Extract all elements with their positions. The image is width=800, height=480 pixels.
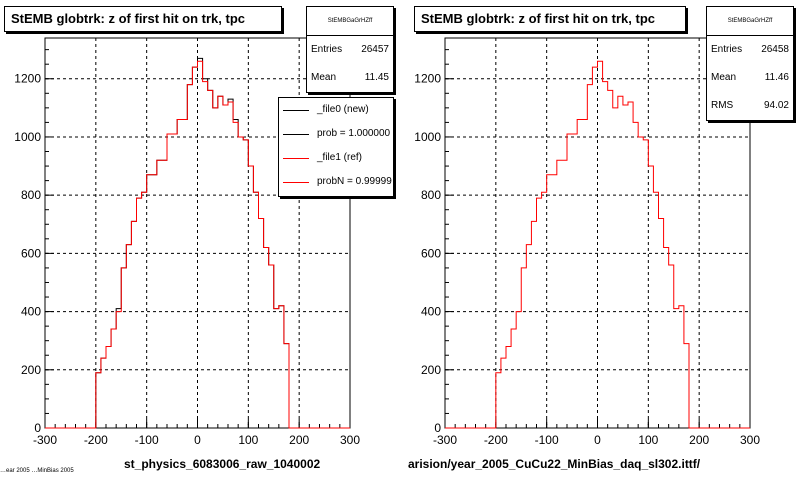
legend-box: _file0 (new) prob = 1.000000 _file1 (ref… <box>278 97 394 197</box>
legend-entry: _file1 (ref) <box>279 146 393 170</box>
x-tick-label: 100 <box>238 433 258 447</box>
histogram-pad-left: -300 -200 -100 0 100 200 300 0 200 400 600 800 1000 1… <box>4 6 394 471</box>
x-tick-label: 200 <box>689 433 709 447</box>
x-tick-label: 100 <box>638 433 658 447</box>
stats-value: 11.46 <box>764 72 789 83</box>
x-tick-label: -300 <box>33 433 57 447</box>
legend-label: _file1 (ref) <box>317 152 363 163</box>
legend-label: _file0 (new) <box>317 104 369 115</box>
stats-value: 26457 <box>361 44 389 55</box>
y-tick-label: 0 <box>434 421 441 435</box>
x-axis-title: st_physics_6083006_raw_1040002 <box>124 457 321 471</box>
y-tick-label: 400 <box>421 305 441 319</box>
x-axis-title: arision/year_2005_CuCu22_MinBias_daq_sl3… <box>408 457 701 471</box>
stats-label: Entries <box>311 44 343 55</box>
stats-row-entries: Entries 26458 <box>707 36 793 64</box>
stats-name: StEMBGaGrHZff <box>307 7 393 36</box>
x-tick-label: 200 <box>289 433 309 447</box>
x-tick-label: 0 <box>594 433 601 447</box>
legend-entry: prob = 1.000000 <box>279 122 393 146</box>
histogram-series <box>445 60 750 429</box>
x-tick-label: -200 <box>84 433 108 447</box>
stats-value: 26458 <box>761 44 789 55</box>
x-tick-label: -300 <box>433 433 457 447</box>
y-tick-label: 200 <box>421 363 441 377</box>
stats-box: StEMBGaGrHZff Entries 26458 Mean 11.46 R… <box>706 6 794 121</box>
legend-entry: probN = 0.99999 <box>279 170 393 194</box>
y-tick-label: 600 <box>21 246 41 260</box>
stats-value: 94.02 <box>763 100 789 111</box>
stats-value: 11.45 <box>364 72 389 83</box>
legend-swatch <box>283 158 309 159</box>
x-tick-label: 0 <box>194 433 201 447</box>
y-tick-label: 200 <box>21 363 41 377</box>
y-tick-label: 400 <box>21 305 41 319</box>
legend-entry: _file0 (new) <box>279 98 393 122</box>
stats-label: Mean <box>711 72 737 83</box>
stats-row-entries: Entries 26457 <box>307 36 393 64</box>
stats-row-rms: RMS 94.02 <box>707 92 793 120</box>
histogram-series <box>45 60 350 429</box>
legend-label: probN = 0.99999 <box>317 176 392 187</box>
plot-title: StEMB globtrk: z of first hit on trk, tp… <box>414 6 686 32</box>
x-tick-label: -100 <box>135 433 159 447</box>
x-tick-label: -100 <box>535 433 559 447</box>
x-tick-label: 300 <box>340 433 360 447</box>
legend-swatch <box>283 182 309 183</box>
stats-row-mean: Mean 11.46 <box>707 64 793 92</box>
stats-label: Mean <box>311 72 337 83</box>
y-tick-label: 0 <box>34 421 41 435</box>
corner-note: …ear 2005 …MinBias 2005 <box>0 468 74 474</box>
y-tick-label: 1200 <box>14 72 41 86</box>
y-tick-label: 1000 <box>414 130 441 144</box>
stats-row-mean: Mean 11.45 <box>307 64 393 92</box>
y-tick-label: 800 <box>421 188 441 202</box>
histogram-plot-right: -300 -200 -100 0 100 200 300 0 200 400 600 800 1000 1… <box>414 37 760 447</box>
stats-box: StEMBGaGrHZff Entries 26457 Mean 11.45 <box>306 6 394 93</box>
y-tick-label: 800 <box>21 188 41 202</box>
y-tick-label: 1200 <box>414 72 441 86</box>
stats-name: StEMBGaGrHZff <box>707 7 793 36</box>
plot-title: StEMB globtrk: z of first hit on trk, tp… <box>4 6 282 32</box>
stats-label: Entries <box>711 44 743 55</box>
legend-swatch <box>283 134 309 135</box>
x-tick-label: -200 <box>484 433 508 447</box>
y-tick-label: 1000 <box>14 130 41 144</box>
legend-swatch <box>283 110 309 111</box>
histogram-pad-right: -300 -200 -100 0 100 200 300 0 200 400 600 800 1000 1… <box>400 0 800 480</box>
legend-label: prob = 1.000000 <box>317 128 391 139</box>
y-tick-label: 600 <box>421 246 441 260</box>
x-tick-label: 300 <box>740 433 760 447</box>
stats-label: RMS <box>711 100 734 111</box>
